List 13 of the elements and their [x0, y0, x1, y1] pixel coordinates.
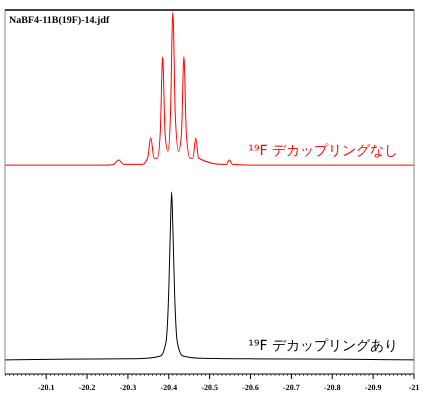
x-tick-label: -20.4 — [160, 383, 178, 392]
x-tick-label: -20.9 — [364, 383, 382, 392]
x-tick-label: -20.6 — [242, 383, 259, 392]
x-tick-label: -20.1 — [38, 383, 55, 392]
series-label: ¹⁹F デカップリングあり — [248, 338, 398, 354]
x-tick-label: -20.5 — [201, 383, 218, 392]
x-tick-label: -20.8 — [324, 383, 341, 392]
x-tick-label: -20.3 — [120, 383, 136, 392]
x-tick-label: -20.7 — [283, 383, 300, 392]
chart-title: NaBF4-11B(19F)-14.jdf — [9, 15, 110, 26]
x-tick-label: -20.2 — [78, 383, 96, 392]
x-tick-label: -21 — [408, 383, 420, 392]
series-label: ¹⁹F デカップリングなし — [248, 143, 398, 160]
